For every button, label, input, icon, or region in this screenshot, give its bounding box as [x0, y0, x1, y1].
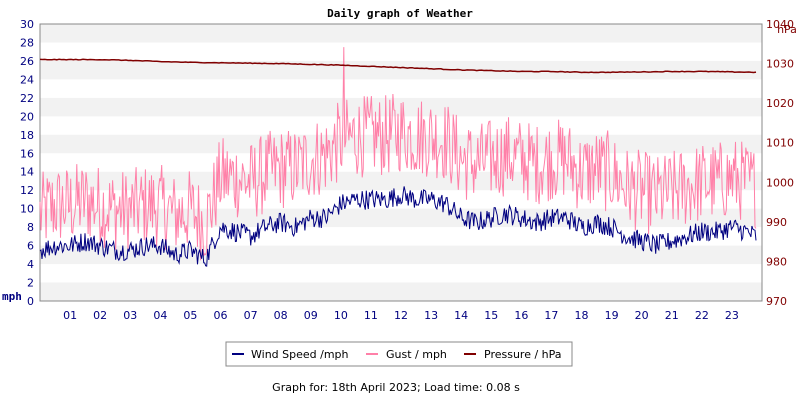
x-tick-label: 14 — [454, 309, 468, 322]
grid-band — [40, 282, 762, 301]
pressure-series-line — [39, 58, 757, 74]
legend-label-wind: Wind Speed /mph — [251, 348, 349, 361]
right-tick-label: 1010 — [766, 137, 794, 150]
grid-band — [40, 60, 762, 80]
x-tick-label: 11 — [364, 309, 378, 322]
grid-band — [40, 24, 762, 43]
legend: Wind Speed /mph Gust / mph Pressure / hP… — [225, 341, 573, 367]
right-axis-unit: hPa — [777, 23, 797, 36]
x-tick-label: 23 — [725, 309, 739, 322]
x-tick-label: 05 — [183, 309, 197, 322]
left-tick-label: 16 — [20, 147, 34, 160]
right-tick-label: 1020 — [766, 97, 794, 110]
plot-frame — [39, 23, 763, 302]
x-tick-label: 16 — [514, 309, 528, 322]
left-tick-label: 14 — [20, 166, 34, 179]
legend-label-gust: Gust / mph — [386, 348, 447, 361]
left-tick-label: 30 — [20, 18, 34, 31]
x-axis-ticks: 01 02 03 04 05 06 07 08 09 10 11 12 13 14 15 16 17 18 19 20… — [63, 309, 739, 322]
grid-bands — [40, 24, 762, 301]
left-axis-unit: mph — [2, 290, 22, 303]
x-tick-label: 18 — [575, 309, 589, 322]
left-tick-label: 24 — [20, 73, 34, 86]
x-tick-label: 12 — [394, 309, 408, 322]
left-tick-label: 18 — [20, 129, 34, 142]
left-tick-label: 2 — [27, 277, 34, 290]
chart-title: Daily graph of Weather — [327, 7, 473, 20]
left-tick-label: 12 — [20, 184, 34, 197]
x-tick-label: 06 — [214, 309, 228, 322]
grid-band — [40, 134, 762, 154]
right-tick-label: 990 — [766, 216, 787, 229]
left-tick-label: 26 — [20, 55, 34, 68]
left-tick-label: 10 — [20, 203, 34, 216]
x-tick-label: 07 — [244, 309, 258, 322]
x-tick-label: 21 — [665, 309, 679, 322]
x-tick-label: 19 — [605, 309, 619, 322]
right-tick-label: 970 — [766, 295, 787, 308]
x-tick-label: 13 — [424, 309, 438, 322]
right-tick-label: 980 — [766, 255, 787, 268]
x-tick-label: 03 — [123, 309, 137, 322]
right-tick-label: 1040 — [766, 18, 794, 31]
left-tick-label: 8 — [27, 221, 34, 234]
wind-speed-series-line — [39, 186, 757, 267]
left-tick-label: 4 — [27, 258, 34, 271]
x-tick-label: 01 — [63, 309, 77, 322]
left-tick-label: 0 — [27, 295, 34, 308]
x-tick-label: 02 — [93, 309, 107, 322]
right-tick-label: 1000 — [766, 176, 794, 189]
right-tick-label: 1030 — [766, 58, 794, 71]
grid-band — [40, 245, 762, 265]
x-tick-label: 08 — [274, 309, 288, 322]
left-tick-label: 28 — [20, 36, 34, 49]
gust-series-line — [39, 47, 757, 261]
x-tick-label: 17 — [544, 309, 558, 322]
x-tick-label: 10 — [334, 309, 348, 322]
right-axis-ticks: 970 980 990 1000 1010 1020 1030 1040 — [766, 18, 794, 308]
grid-band — [40, 171, 762, 191]
left-tick-label: 6 — [27, 240, 34, 253]
legend-box — [225, 341, 573, 367]
footer-text: Graph for: 18th April 2023; Load time: 0… — [272, 381, 520, 394]
x-tick-label: 15 — [484, 309, 498, 322]
series-layer — [39, 47, 757, 267]
x-tick-label: 22 — [695, 309, 709, 322]
x-tick-label: 09 — [304, 309, 318, 322]
left-tick-label: 22 — [20, 92, 34, 105]
left-tick-label: 20 — [20, 110, 34, 123]
legend-label-pressure: Pressure / hPa — [484, 348, 562, 361]
x-tick-label: 04 — [153, 309, 167, 322]
x-tick-label: 20 — [635, 309, 649, 322]
